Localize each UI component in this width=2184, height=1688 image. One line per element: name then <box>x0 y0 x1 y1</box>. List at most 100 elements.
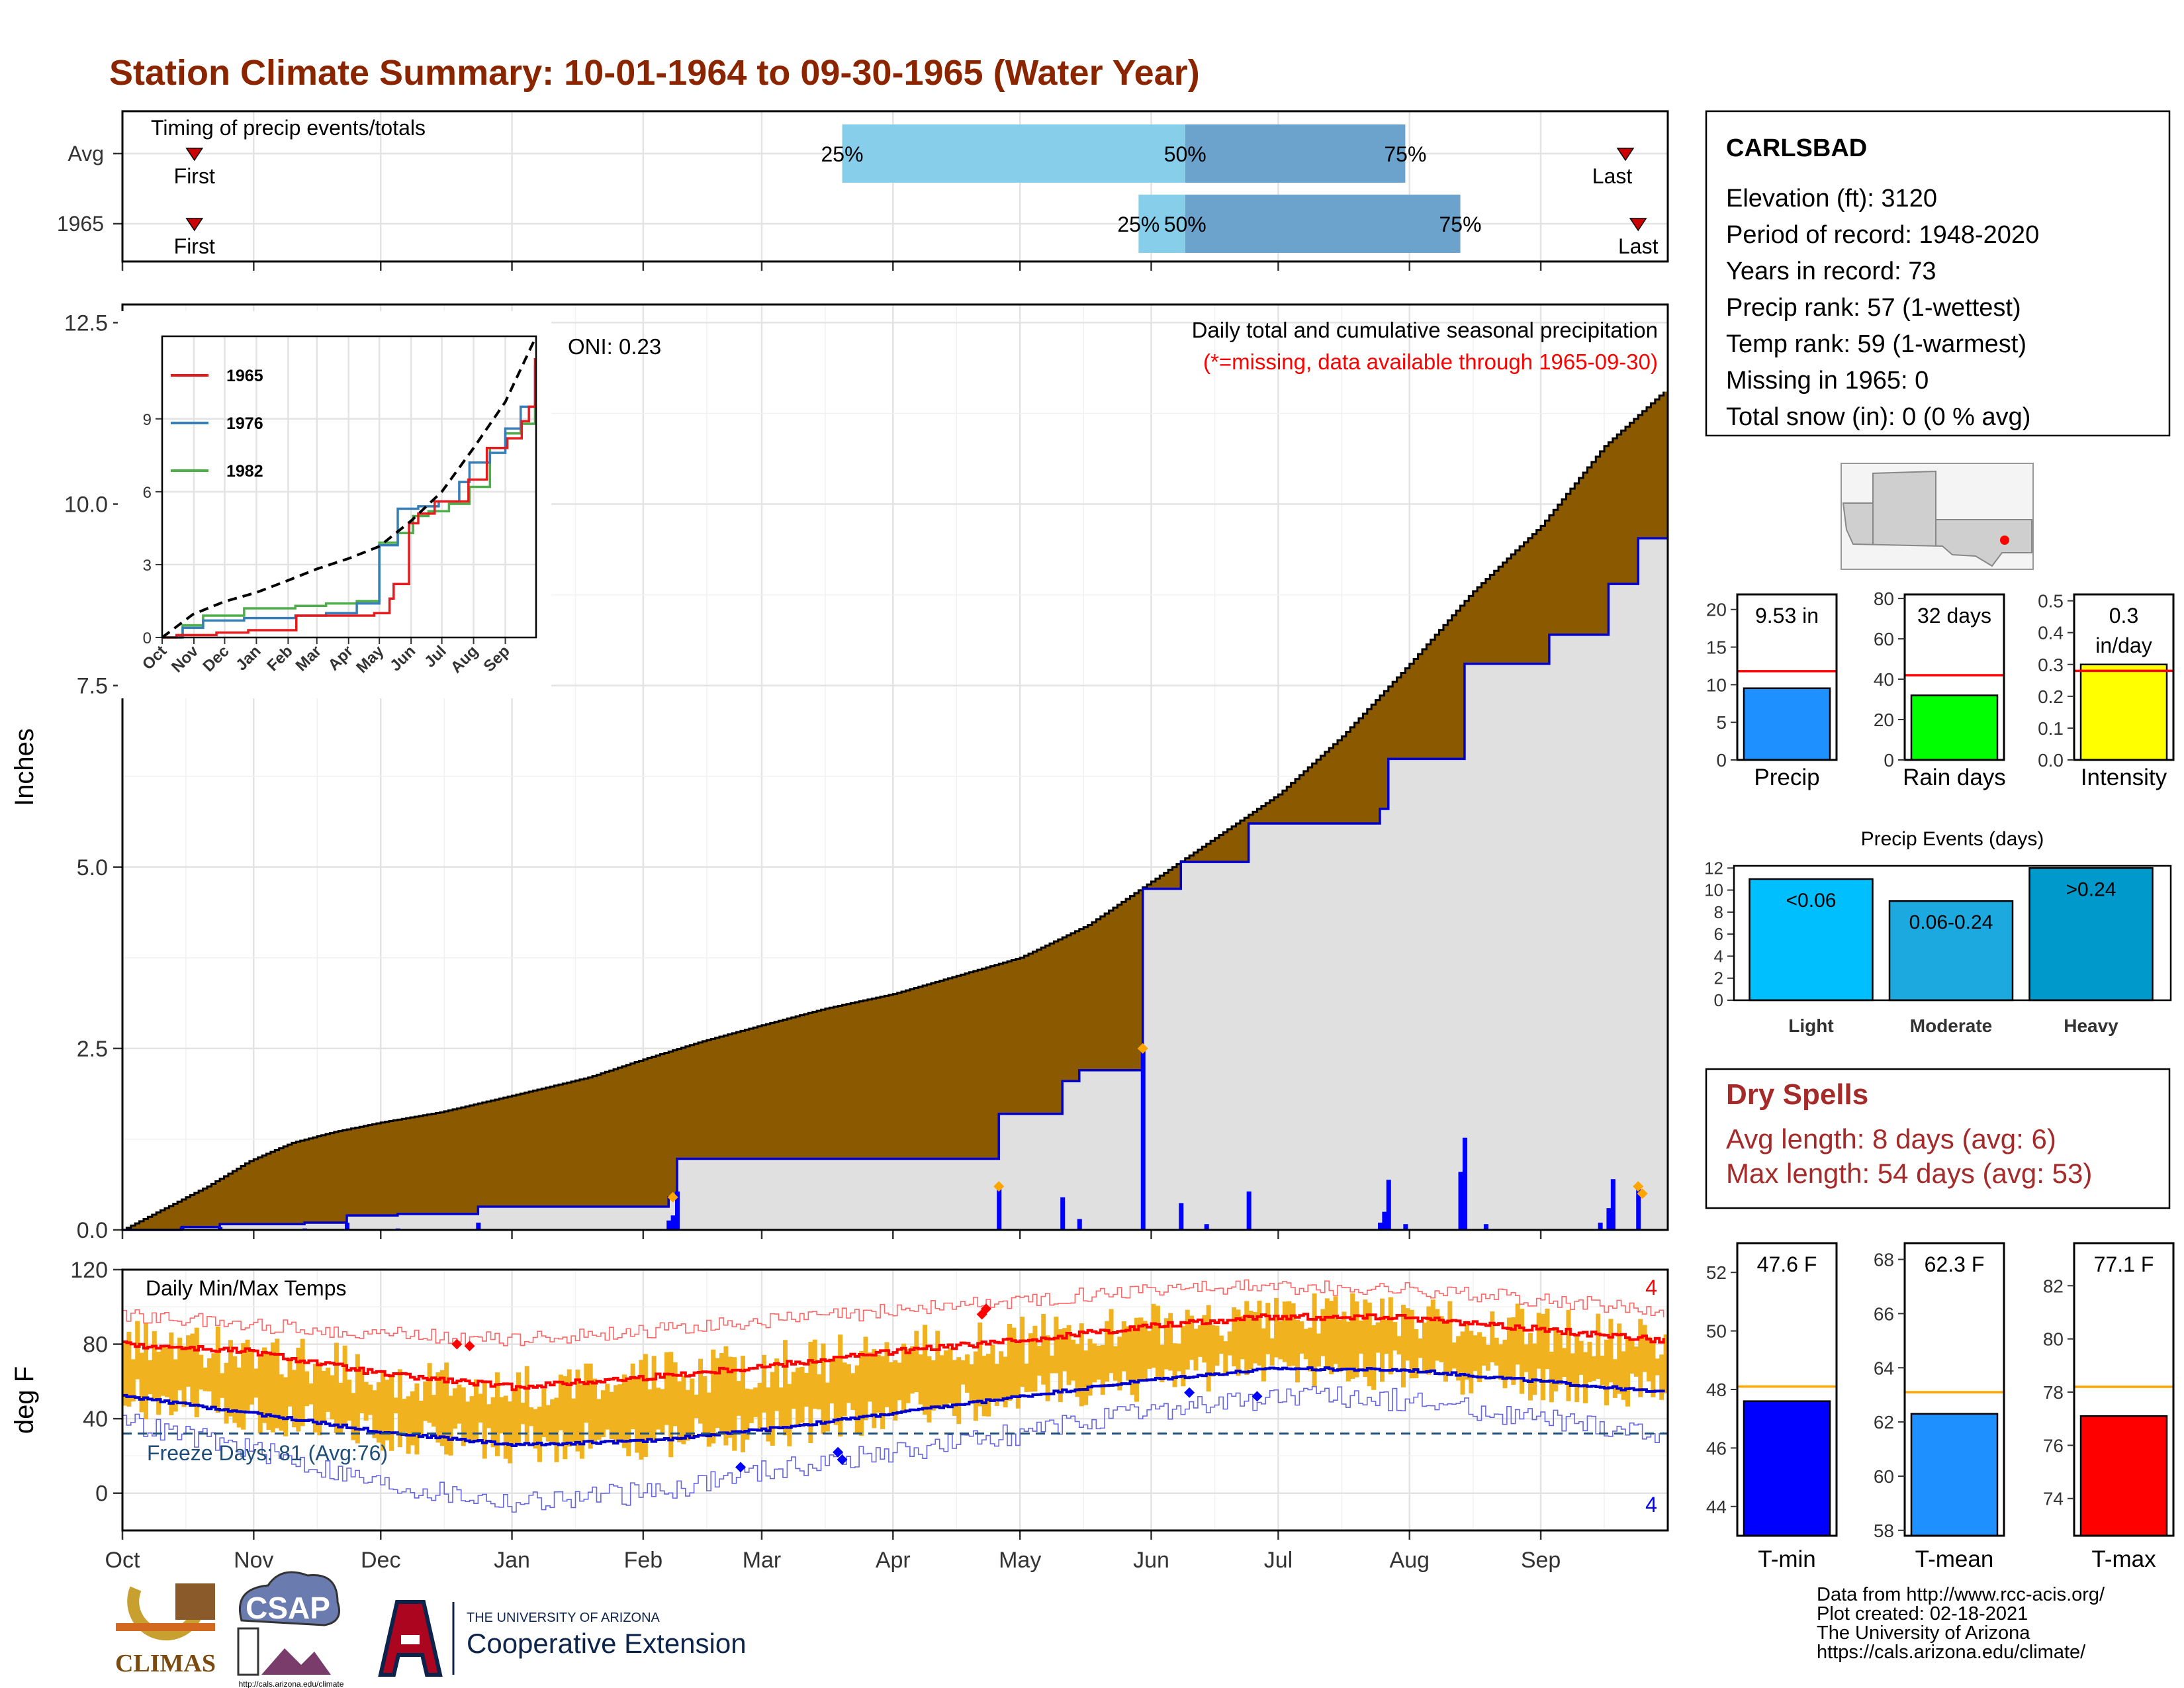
temps-daily-range-bar <box>1291 1303 1296 1366</box>
temps-daily-range-bar <box>199 1354 204 1390</box>
temps-daily-range-bar <box>796 1367 801 1426</box>
temps-daily-range-bar <box>939 1355 944 1408</box>
station-name: CARLSBAD <box>1726 134 1867 162</box>
precip-daily-bar <box>1246 1191 1251 1230</box>
temps-daily-range-bar <box>122 1341 127 1406</box>
temps-daily-range-bar <box>457 1384 462 1424</box>
mini-t-mean-y-tick-label: 60 <box>1874 1466 1894 1487</box>
mini-t-min-y-tick-label: 46 <box>1706 1438 1727 1458</box>
temps-daily-range-bar <box>1172 1343 1177 1387</box>
temps-daily-range-bar <box>520 1403 525 1425</box>
temps-daily-range-bar <box>935 1331 940 1409</box>
temps-daily-range-bar <box>1354 1301 1359 1378</box>
temps-daily-range-bar <box>605 1383 610 1430</box>
temps-daily-range-bar <box>334 1342 339 1433</box>
month-label-jun: Jun <box>1133 1548 1169 1573</box>
temps-daily-range-bar <box>1506 1317 1512 1380</box>
temps-daily-range-bar <box>817 1374 822 1410</box>
mini-t-min-value-label: 47.6 F <box>1757 1252 1817 1276</box>
precip-y-axis-label: Inches <box>10 728 39 806</box>
temps-daily-range-bar <box>1443 1320 1448 1382</box>
mini-intensity-y-tick-label: 0.3 <box>2038 655 2064 675</box>
precip-daily-bar <box>666 1220 672 1230</box>
temps-daily-range-bar <box>808 1342 813 1444</box>
temps-daily-range-bar <box>1456 1336 1461 1381</box>
mini-precip-y-tick-label: 15 <box>1706 637 1727 658</box>
temps-daily-range-bar <box>418 1400 424 1436</box>
temps-daily-range-bar <box>1274 1297 1279 1358</box>
temps-daily-range-bar <box>1562 1348 1567 1378</box>
temps-daily-range-bar <box>745 1388 750 1440</box>
temps-y-tick-label: 80 <box>83 1333 108 1358</box>
month-label-oct: Oct <box>105 1548 140 1573</box>
temps-daily-range-bar <box>842 1362 847 1417</box>
temps-daily-range-bar <box>220 1373 225 1398</box>
temps-daily-range-bar <box>1422 1323 1427 1372</box>
temps-daily-range-bar <box>1587 1342 1592 1382</box>
temps-daily-range-bar <box>1536 1313 1541 1369</box>
mini-intensity-value-unit: in/day <box>2095 633 2152 657</box>
temps-daily-range-bar <box>554 1397 559 1462</box>
station-missing: Missing in 1965: 0 <box>1726 367 1929 395</box>
temps-daily-range-bar <box>1083 1350 1089 1405</box>
temps-daily-range-bar <box>1473 1335 1478 1372</box>
temps-daily-range-bar <box>1617 1323 1622 1394</box>
temps-daily-range-bar <box>1105 1321 1110 1382</box>
temps-daily-range-bar <box>469 1396 475 1444</box>
temps-daily-range-bar <box>1384 1319 1389 1354</box>
temps-daily-range-bar <box>1418 1338 1423 1358</box>
temps-daily-range-bar <box>1359 1320 1363 1354</box>
timing-pct-label: 25% <box>1117 212 1160 236</box>
events-range-label-light: <0.06 <box>1786 890 1837 912</box>
timing-frame <box>121 110 1669 263</box>
temps-daily-range-bar <box>782 1340 788 1436</box>
precip-daily-bar <box>997 1186 1002 1230</box>
temps-daily-range-bar <box>1566 1309 1571 1401</box>
temps-daily-range-bar <box>1608 1319 1614 1383</box>
temps-daily-range-bar <box>461 1387 466 1446</box>
temps-daily-range-bar <box>232 1356 238 1423</box>
temps-daily-range-bar <box>372 1390 377 1438</box>
mini-intensity-category-label: Intensity <box>2081 765 2167 790</box>
temps-daily-range-bar <box>1181 1326 1186 1387</box>
temps-daily-range-bar <box>927 1356 932 1423</box>
temps-daily-range-bar <box>799 1366 805 1423</box>
precip-daily-bar <box>1382 1211 1387 1230</box>
mini-intensity-bar <box>2079 663 2168 761</box>
mini-t-max-y-tick-label: 74 <box>2043 1489 2064 1509</box>
month-label-feb: Feb <box>624 1548 663 1573</box>
timing-first-marker <box>185 148 204 162</box>
mini-t-mean-y-tick-label: 66 <box>1874 1303 1894 1324</box>
precip-daily-bar <box>670 1215 676 1230</box>
temps-daily-range-bar <box>427 1363 432 1423</box>
temps-daily-range-bar <box>1032 1325 1038 1392</box>
temps-daily-range-bar <box>1248 1310 1253 1370</box>
precip-orange-marker <box>1637 1188 1648 1199</box>
mini-t-max-y-tick-label: 82 <box>2043 1276 2064 1296</box>
temps-daily-range-bar <box>1557 1333 1563 1385</box>
mini-rain-days-bar <box>1910 694 1999 761</box>
temps-daily-range-bar <box>236 1367 242 1428</box>
temps-daily-range-bar <box>1604 1339 1610 1406</box>
mini-rain-days-y-tick-label: 20 <box>1874 710 1894 730</box>
temps-daily-range-bar <box>1303 1329 1308 1360</box>
temps-daily-range-bar <box>1312 1293 1317 1387</box>
temps-daily-range-bar <box>1642 1325 1647 1372</box>
temps-daily-range-bar <box>1244 1301 1250 1375</box>
temps-daily-range-bar <box>592 1378 598 1444</box>
timing-pct-label: 50% <box>1164 212 1206 236</box>
events-title: Precip Events (days) <box>1861 828 2044 850</box>
precip-observed-cumulative-area <box>122 538 1668 1231</box>
precip-note-main: Daily total and cumulative seasonal prec… <box>1192 318 1658 342</box>
temps-daily-range-bar <box>1020 1317 1025 1387</box>
temps-daily-range-bar <box>228 1340 233 1417</box>
temps-y-axis-label: deg F <box>10 1366 39 1434</box>
mini-t-max-y-tick-label: 78 <box>2043 1382 2064 1403</box>
temps-daily-range-bar <box>1655 1358 1660 1376</box>
temps-daily-range-bar <box>1007 1323 1013 1401</box>
temps-daily-range-bar <box>639 1360 644 1460</box>
inset-y-tick-label: 0 <box>143 630 152 647</box>
temps-daily-range-bar <box>803 1373 809 1407</box>
temps-daily-range-bar <box>381 1372 386 1451</box>
